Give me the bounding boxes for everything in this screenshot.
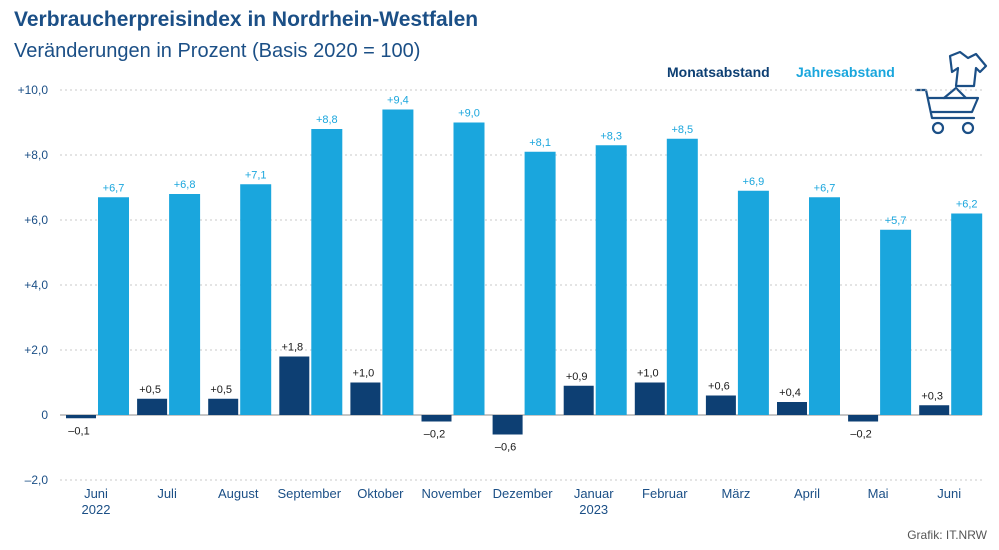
data-label-jahresabstand: +5,7 <box>885 215 907 227</box>
bar-jahresabstand <box>524 151 556 415</box>
y-tick-label: +8,0 <box>24 148 48 162</box>
bar-jahresabstand <box>737 190 769 415</box>
x-tick-label: März <box>721 486 750 501</box>
legend-monatsabstand: Monatsabstand <box>667 64 770 80</box>
data-label-monatsabstand: +1,0 <box>637 368 659 380</box>
bar-jahresabstand <box>382 109 414 415</box>
x-tick-label: Februar <box>642 486 688 501</box>
bar-monatsabstand <box>705 395 736 415</box>
data-label-monatsabstand: +1,8 <box>281 342 303 354</box>
credit-text: Grafik: IT.NRW <box>907 528 987 542</box>
data-label-jahresabstand: +6,7 <box>103 182 125 194</box>
y-tick-label: +6,0 <box>24 213 48 227</box>
data-label-monatsabstand: +0,4 <box>779 387 801 399</box>
data-label-jahresabstand: +6,7 <box>814 182 836 194</box>
data-label-monatsabstand: –0,1 <box>68 425 89 437</box>
bar-monatsabstand <box>279 356 310 415</box>
x-tick-label: Juni <box>84 486 108 501</box>
bar-jahresabstand <box>311 129 343 415</box>
bar-jahresabstand <box>666 138 698 415</box>
data-label-monatsabstand: –0,6 <box>495 442 516 454</box>
data-label-monatsabstand: +0,5 <box>210 384 232 396</box>
data-label-jahresabstand: +9,0 <box>458 108 480 120</box>
data-label-jahresabstand: +6,2 <box>956 199 978 211</box>
y-tick-label: +10,0 <box>18 83 49 97</box>
bar-monatsabstand <box>634 382 665 415</box>
bar-monatsabstand <box>66 415 96 419</box>
x-tick-label: September <box>278 486 342 501</box>
data-label-jahresabstand: +8,1 <box>529 137 551 149</box>
x-tick-sublabel: 2022 <box>82 502 111 517</box>
bar-jahresabstand <box>169 194 201 415</box>
data-label-monatsabstand: +1,0 <box>353 368 375 380</box>
data-label-monatsabstand: –0,2 <box>424 429 445 441</box>
y-tick-label: +2,0 <box>24 343 48 357</box>
bar-monatsabstand <box>137 398 168 415</box>
x-tick-label: Juni <box>937 486 961 501</box>
data-label-jahresabstand: +8,5 <box>671 124 693 136</box>
bar-monatsabstand <box>919 405 950 415</box>
data-label-jahresabstand: +6,9 <box>743 176 765 188</box>
bar-monatsabstand <box>421 415 452 422</box>
bar-jahresabstand <box>595 145 627 415</box>
data-label-jahresabstand: +7,1 <box>245 169 267 181</box>
x-tick-label: Dezember <box>493 486 554 501</box>
x-tick-label: Juli <box>157 486 177 501</box>
x-tick-label: August <box>218 486 259 501</box>
data-label-monatsabstand: –0,2 <box>850 429 871 441</box>
bar-jahresabstand <box>880 229 912 415</box>
bar-monatsabstand <box>563 385 594 415</box>
x-tick-label: April <box>794 486 820 501</box>
bar-jahresabstand <box>453 122 485 415</box>
y-tick-label: +4,0 <box>24 278 48 292</box>
data-label-monatsabstand: +0,6 <box>708 381 730 393</box>
x-tick-label: Mai <box>868 486 889 501</box>
bar-monatsabstand <box>208 398 239 415</box>
chart-title: Verbraucherpreisindex in Nordrhein-Westf… <box>14 8 479 31</box>
bar-jahresabstand <box>809 197 840 415</box>
data-label-monatsabstand: +0,5 <box>139 384 161 396</box>
chart-subtitle: Veränderungen in Prozent (Basis 2020 = 1… <box>14 40 421 62</box>
y-tick-label: 0 <box>41 408 48 422</box>
bar-monatsabstand <box>350 382 381 415</box>
data-label-jahresabstand: +6,8 <box>174 179 196 191</box>
bar-monatsabstand <box>777 402 807 415</box>
x-tick-label: November <box>422 486 483 501</box>
bar-monatsabstand <box>492 415 523 435</box>
bar-jahresabstand <box>951 213 983 415</box>
bar-monatsabstand <box>848 415 879 422</box>
y-tick-label: –2,0 <box>25 473 49 487</box>
data-label-jahresabstand: +9,4 <box>387 95 409 107</box>
data-label-monatsabstand: +0,9 <box>566 371 588 383</box>
legend-jahresabstand: Jahresabstand <box>796 64 895 80</box>
data-label-jahresabstand: +8,8 <box>316 114 338 126</box>
bar-jahresabstand <box>98 197 129 415</box>
x-tick-sublabel: 2023 <box>579 502 608 517</box>
data-label-monatsabstand: +0,3 <box>921 390 943 402</box>
data-label-jahresabstand: +8,3 <box>600 130 622 142</box>
bar-jahresabstand <box>240 184 272 415</box>
x-tick-label: Januar <box>574 486 614 501</box>
x-tick-label: Oktober <box>357 486 404 501</box>
